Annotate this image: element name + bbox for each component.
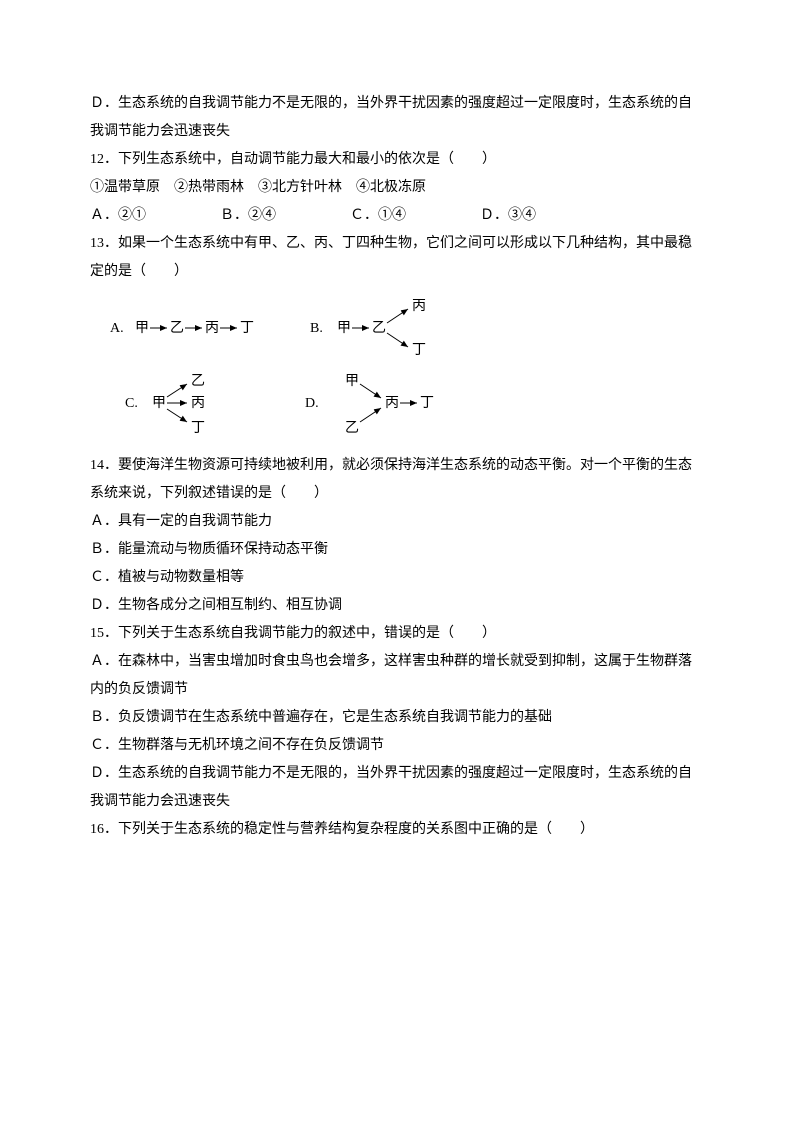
q14-opt-b: Ｂ．能量流动与物质循环保持动态平衡	[90, 536, 704, 564]
q15-opt-a: Ａ．在森林中，当害虫增加时食虫鸟也会增多，这样害虫种群的增长就受到抑制，这属于生…	[90, 648, 704, 704]
q13-label-c: C.	[125, 396, 138, 411]
q12-options: Ａ．②① Ｂ．②④ Ｃ．①④ Ｄ．③④	[90, 202, 704, 230]
q13a-ding: 丁	[240, 321, 254, 336]
q13a-jia: 甲	[135, 321, 149, 336]
q14-opt-d: Ｄ．生物各成分之间相互制约、相互协调	[90, 592, 704, 620]
q14-opt-c: Ｃ．植被与动物数量相等	[90, 564, 704, 592]
q13b-yi: 乙	[372, 320, 386, 336]
q11-option-d: Ｄ．生态系统的自我调节能力不是无限的，当外界干扰因素的强度超过一定限度时，生态系…	[90, 90, 704, 146]
arrow-icon	[360, 408, 381, 422]
q13b-ding: 丁	[412, 343, 426, 358]
q13d-bing: 丙	[385, 396, 399, 411]
q13d-ding: 丁	[420, 396, 434, 411]
q13a-bing: 丙	[205, 321, 219, 336]
q15-opt-b: Ｂ．负反馈调节在生态系统中普遍存在，它是生态系统自我调节能力的基础	[90, 704, 704, 732]
q12-opt-d: Ｄ．③④	[480, 202, 610, 230]
q13-label-a: A.	[110, 321, 124, 336]
q13b-jia: 甲	[337, 321, 351, 336]
q13-label-d: D.	[305, 396, 319, 411]
arrow-icon	[387, 333, 408, 347]
q13c-ding: 丁	[191, 421, 205, 436]
q13b-bing: 丙	[412, 299, 426, 314]
arrow-icon	[167, 384, 187, 397]
q15-opt-c: Ｃ．生物群落与无机环境之间不存在负反馈调节	[90, 732, 704, 760]
q13c-bing: 丙	[191, 396, 205, 411]
q13d-jia: 甲	[345, 374, 359, 389]
q13-stem: 13．如果一个生态系统中有甲、乙、丙、丁四种生物，它们之间可以形成以下几种结构，…	[90, 230, 704, 286]
food-web-diagram: A. 甲 乙 丙 丁 B. 甲 乙 丙 丁 C. 甲 乙 丙 丁 D. 甲 乙 …	[90, 292, 510, 442]
q13c-yi: 乙	[191, 373, 205, 389]
q12-subopts: ①温带草原 ②热带雨林 ③北方针叶林 ④北极冻原	[90, 174, 704, 202]
q14-stem: 14．要使海洋生物资源可持续地被利用，就必须保持海洋生态系统的动态平衡。对一个平…	[90, 452, 704, 508]
q14-opt-a: Ａ．具有一定的自我调节能力	[90, 508, 704, 536]
q13d-yi: 乙	[345, 420, 359, 436]
arrow-icon	[387, 309, 408, 323]
q13-diagram: A. 甲 乙 丙 丁 B. 甲 乙 丙 丁 C. 甲 乙 丙 丁 D. 甲 乙 …	[90, 292, 704, 442]
q15-stem: 15．下列关于生态系统自我调节能力的叙述中，错误的是（ ）	[90, 620, 704, 648]
q16-stem: 16．下列关于生态系统的稳定性与营养结构复杂程度的关系图中正确的是（ ）	[90, 816, 704, 844]
arrow-icon	[167, 409, 187, 422]
q12-opt-a: Ａ．②①	[90, 202, 220, 230]
q13-label-b: B.	[310, 321, 323, 336]
q12-opt-b: Ｂ．②④	[220, 202, 350, 230]
q15-opt-d: Ｄ．生态系统的自我调节能力不是无限的，当外界干扰因素的强度超过一定限度时，生态系…	[90, 760, 704, 816]
arrow-icon	[360, 384, 381, 398]
q12-opt-c: Ｃ．①④	[350, 202, 480, 230]
q13a-yi: 乙	[170, 320, 184, 336]
q12-stem: 12．下列生态系统中，自动调节能力最大和最小的依次是（ ）	[90, 146, 704, 174]
q13c-jia: 甲	[152, 396, 166, 411]
